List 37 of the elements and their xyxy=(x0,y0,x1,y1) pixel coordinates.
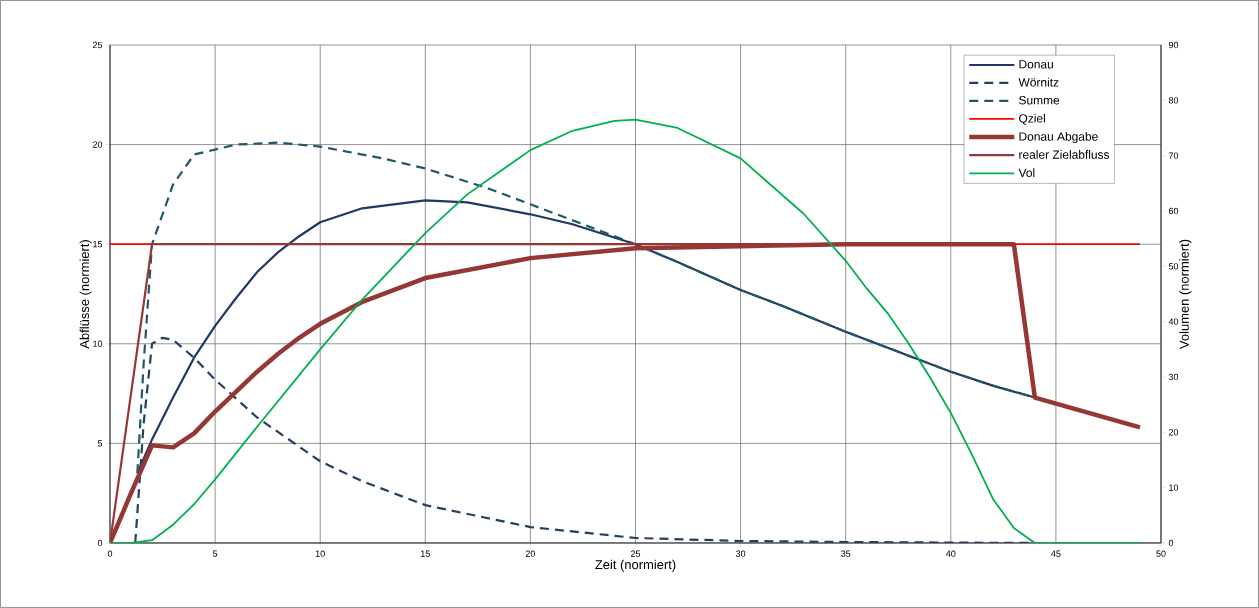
x-tick-label: 15 xyxy=(421,550,430,557)
x-tick-label: 10 xyxy=(315,550,325,557)
x-tick-label: 0 xyxy=(107,550,113,557)
legend-label: Donau xyxy=(1019,60,1053,69)
y2-tick-label: 80 xyxy=(1168,97,1179,104)
y2-axis-title: Volumen (normiert) xyxy=(1179,239,1192,349)
y2-tick-label: 30 xyxy=(1168,373,1179,381)
x-tick-label: 45 xyxy=(1051,550,1061,557)
legend-label: Summe xyxy=(1019,95,1060,105)
y2-tick-label: 10 xyxy=(1169,484,1179,491)
y-axis-title: Abflüsse (normiert) xyxy=(79,240,92,349)
y2-tick-label: 20 xyxy=(1168,429,1179,436)
legend-label: Wörnitz xyxy=(1018,77,1059,87)
legend-label: Donau Abgabe xyxy=(1019,131,1098,144)
y2-tick-label: 0 xyxy=(1168,539,1174,547)
y-tick-label: 25 xyxy=(92,41,103,49)
y-tick-label: 0 xyxy=(97,539,103,547)
y-tick-label: 20 xyxy=(92,141,103,148)
x-tick-label: 25 xyxy=(630,550,641,557)
x-tick-label: 40 xyxy=(946,550,956,557)
x-tick-label: 35 xyxy=(841,550,851,557)
legend-label: Qziel xyxy=(1019,113,1045,125)
x-tick-label: 50 xyxy=(1156,550,1166,557)
y-tick-label: 15 xyxy=(93,241,103,248)
legend-label: Vol xyxy=(1018,168,1035,178)
y2-tick-label: 40 xyxy=(1168,318,1179,325)
legend-label: realer Zielabfluss xyxy=(1019,150,1110,159)
y-tick-label: 5 xyxy=(97,440,103,447)
x-tick-label: 30 xyxy=(735,550,746,557)
y-tick-label: 10 xyxy=(93,340,103,347)
y2-tick-label: 90 xyxy=(1168,41,1179,49)
y2-tick-label: 60 xyxy=(1168,207,1179,215)
y2-tick-label: 50 xyxy=(1168,263,1179,270)
x-tick-label: 5 xyxy=(212,550,218,557)
x-axis-title: Zeit (normiert) xyxy=(595,559,676,572)
y2-tick-label: 70 xyxy=(1168,152,1179,159)
x-tick-label: 20 xyxy=(525,550,536,557)
